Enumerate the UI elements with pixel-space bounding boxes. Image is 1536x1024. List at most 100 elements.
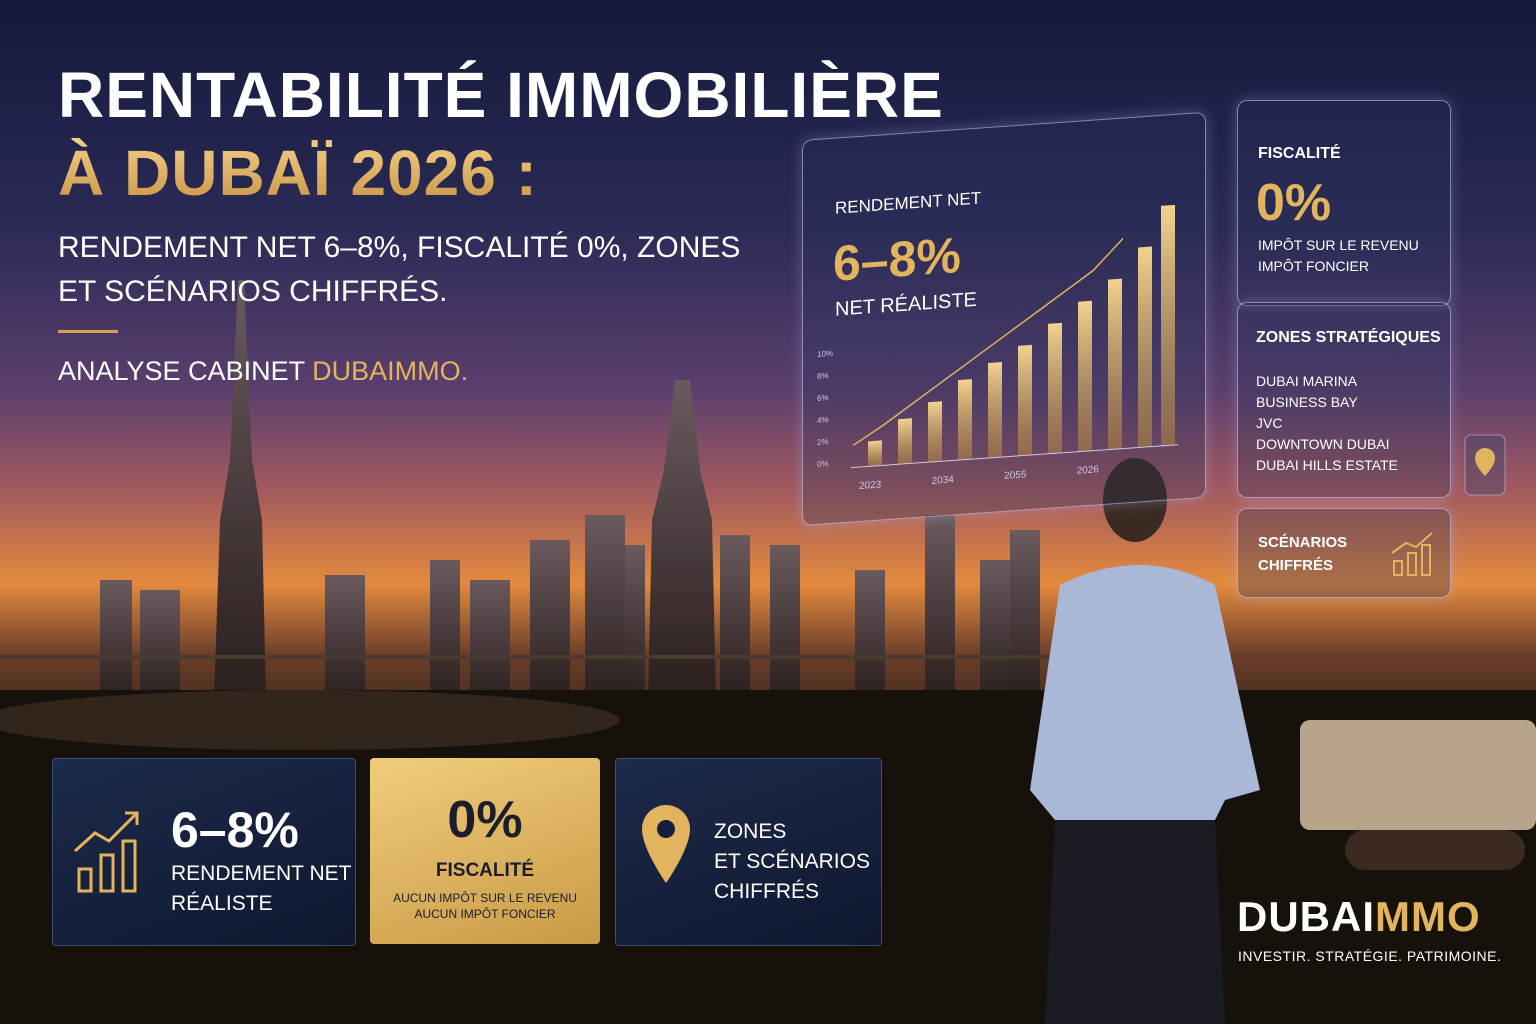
decoration bbox=[1407, 552, 1417, 576]
zone-item: JVC bbox=[1256, 415, 1283, 431]
decoration bbox=[121, 839, 137, 893]
decoration bbox=[1045, 820, 1225, 1024]
scenarios-panel: SCÉNARIOS CHIFFRÉS bbox=[1237, 508, 1451, 598]
card-value: 6–8% bbox=[171, 802, 299, 858]
subtitle: RENDEMENT NET 6–8%, FISCALITÉ 0%, ZONES … bbox=[58, 231, 741, 308]
card-lines: AUCUN IMPÔT SUR LE REVENU AUCUN IMPÔT FON… bbox=[370, 890, 600, 922]
decoration bbox=[100, 580, 132, 700]
decoration bbox=[1138, 246, 1152, 448]
card-line: CHIFFRÉS bbox=[714, 880, 819, 903]
decoration bbox=[898, 418, 912, 465]
decoration bbox=[530, 540, 570, 700]
decoration bbox=[1078, 300, 1092, 452]
decoration bbox=[73, 811, 139, 893]
pin-icon bbox=[1475, 448, 1495, 476]
decoration bbox=[648, 380, 716, 700]
card-line: AUCUN IMPÔT SUR LE REVENU bbox=[393, 891, 577, 905]
skyline bbox=[100, 280, 1040, 700]
x-label: 2055 bbox=[1004, 469, 1027, 482]
decoration bbox=[585, 515, 625, 700]
card: 6–8% RENDEMENT NET RÉALISTE bbox=[52, 758, 356, 946]
decoration bbox=[214, 280, 266, 700]
panel-value: 0% bbox=[1256, 174, 1332, 232]
card-line: RENDEMENT NET bbox=[171, 862, 352, 885]
decoration bbox=[430, 560, 460, 700]
title-line: À DUBAÏ 2026 : bbox=[58, 137, 538, 209]
title-line: RENTABILITÉ IMMOBILIÈRE bbox=[58, 59, 944, 131]
decoration bbox=[1010, 530, 1040, 700]
decoration bbox=[125, 811, 139, 825]
growth-icon bbox=[1391, 532, 1433, 576]
holo-axis bbox=[851, 444, 1178, 469]
brand-b: MMO bbox=[1375, 893, 1481, 940]
zone-item: DUBAI MARINA bbox=[1256, 373, 1358, 389]
decoration bbox=[1345, 830, 1525, 870]
decoration bbox=[1300, 720, 1536, 830]
decoration bbox=[720, 535, 750, 700]
sofa bbox=[1300, 720, 1536, 870]
decoration bbox=[625, 545, 645, 700]
decoration bbox=[1161, 204, 1175, 446]
decoration bbox=[657, 820, 675, 838]
panel-line: IMPÔT FONCIER bbox=[1258, 258, 1369, 274]
zone-item: BUSINESS BAY bbox=[1256, 394, 1358, 410]
byline-prefix: ANALYSE CABINET bbox=[58, 356, 305, 386]
x-label: 2034 bbox=[931, 474, 954, 487]
card-line: AUCUN IMPÔT FONCIER bbox=[414, 907, 556, 921]
zone-item: DUBAI HILLS ESTATE bbox=[1256, 457, 1398, 473]
decoration bbox=[73, 811, 139, 853]
decoration bbox=[1048, 322, 1062, 454]
growth-icon bbox=[73, 811, 139, 893]
card: 0% FISCALITÉ AUCUN IMPÔT SUR LE REVENU AU… bbox=[370, 758, 600, 944]
byline-brand: DUBAIMMO. bbox=[312, 356, 469, 386]
holo-chart bbox=[851, 204, 1178, 469]
panel-title: ZONES STRATÉGIQUES bbox=[1256, 329, 1441, 346]
decoration bbox=[470, 580, 510, 700]
card-line: ZONES bbox=[714, 820, 787, 843]
fiscal-panel: FISCALITÉ 0% IMPÔT SUR LE REVENU IMPÔT FO… bbox=[1237, 100, 1451, 306]
card-lines: ZONES ET SCÉNARIOS CHIFFRÉS bbox=[714, 817, 870, 907]
railing bbox=[0, 655, 1100, 659]
brand: DUBAIMMO bbox=[1237, 893, 1481, 941]
decoration bbox=[325, 575, 365, 700]
decoration bbox=[140, 590, 180, 700]
decoration bbox=[77, 867, 93, 893]
decoration bbox=[99, 853, 115, 893]
decoration bbox=[868, 440, 882, 467]
x-label: 2023 bbox=[859, 479, 882, 493]
water bbox=[0, 690, 620, 750]
decoration bbox=[1030, 565, 1260, 820]
decoration bbox=[928, 401, 942, 463]
panel-line: SCÉNARIOS bbox=[1258, 534, 1348, 551]
x-label: 2026 bbox=[1076, 464, 1099, 477]
brand-a: DUBAI bbox=[1237, 893, 1375, 940]
decoration bbox=[1421, 544, 1431, 576]
panel-title: FISCALITÉ bbox=[1258, 145, 1341, 162]
panel-line: IMPÔT SUR LE REVENU bbox=[1258, 237, 1419, 253]
decoration bbox=[770, 545, 800, 700]
decoration bbox=[642, 805, 690, 883]
decoration bbox=[1391, 532, 1433, 576]
decoration bbox=[1391, 532, 1433, 554]
card-value: 0% bbox=[447, 791, 523, 849]
hologram-panel: RENDEMENT NET 6–8% NET RÉALISTE 10% 8% 6% 4… bbox=[802, 111, 1206, 526]
holo-bars bbox=[868, 204, 1175, 467]
card-title: FISCALITÉ bbox=[435, 860, 535, 881]
panel-lines: SCÉNARIOS CHIFFRÉS bbox=[1258, 531, 1347, 577]
byline: ANALYSE CABINET DUBAIMMO. bbox=[58, 356, 468, 387]
decoration bbox=[958, 379, 972, 461]
card-line: ET SCÉNARIOS bbox=[714, 850, 870, 873]
card-lines: RENDEMENT NET RÉALISTE bbox=[171, 859, 351, 919]
panel-line: CHIFFRÉS bbox=[1258, 557, 1333, 574]
decoration bbox=[1103, 458, 1167, 542]
man-silhouette bbox=[1030, 458, 1260, 1024]
decoration bbox=[1393, 560, 1403, 576]
divider bbox=[58, 330, 118, 333]
decoration bbox=[980, 560, 1010, 700]
pin-icon bbox=[642, 805, 690, 883]
brand-tagline: INVESTIR. STRATÉGIE. PATRIMOINE. bbox=[1238, 948, 1502, 964]
decoration bbox=[855, 570, 885, 700]
decoration bbox=[988, 362, 1002, 458]
decoration bbox=[925, 515, 955, 700]
